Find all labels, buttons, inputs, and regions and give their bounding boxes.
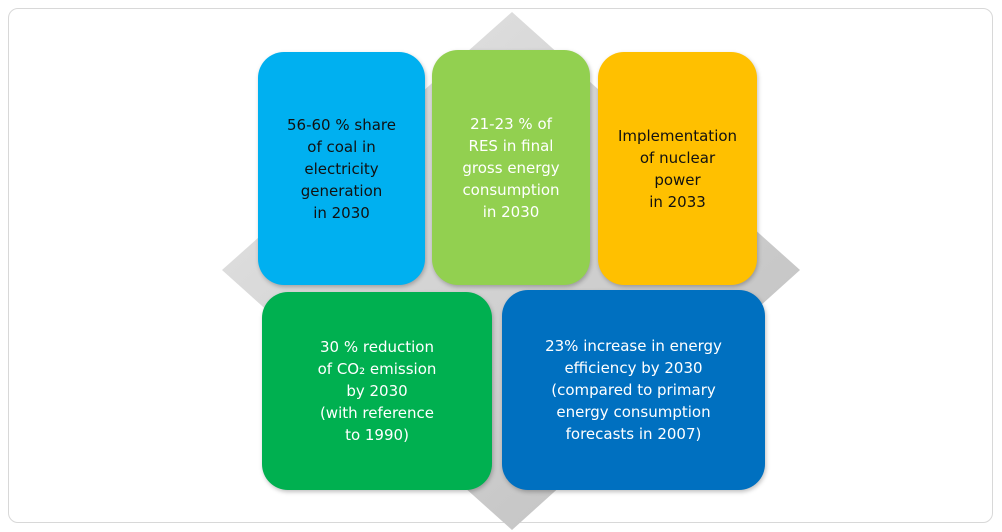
box-text-line: of coal in [307, 137, 376, 156]
box-text-line: of nuclear [639, 148, 716, 167]
box-text-line: 56-60 % share [287, 115, 396, 134]
box-text-line: electricity [304, 159, 379, 178]
frame [8, 8, 993, 523]
box-text-line: energy consumption [556, 403, 711, 421]
box-text-line: generation [300, 181, 383, 200]
target-box: 56-60 % share of coal in electricity genera… [258, 52, 425, 285]
box-text-line: 30 % reduction [320, 338, 434, 356]
box-text-line: in 2033 [649, 192, 706, 211]
box-text-line: (with reference [319, 404, 435, 422]
box-text-line: to 1990) [345, 426, 409, 444]
box-text-line: 21-23 % of [470, 114, 552, 133]
target-box: 23% increase in energy efficiency by 2030… [502, 290, 765, 490]
box-text-line: in 2030 [482, 202, 540, 221]
box-text-line: forecasts in 2007) [565, 425, 702, 443]
target-box: Implementation of nuclear power in 2033 [598, 52, 757, 285]
box-text-line: RES in final [468, 136, 554, 155]
box-text-line: (compared to primary [551, 381, 716, 399]
target-box: 30 % reduction of CO₂ emission by 2030 (wit… [262, 292, 492, 490]
box-text-line: power [654, 170, 701, 189]
target-box: 21-23 % of RES in final gross energy consum… [432, 50, 590, 285]
box-text-line: Implementation [617, 126, 738, 145]
box-text-line: 23% increase in energy [545, 337, 722, 355]
box-text-line: gross energy [462, 158, 560, 177]
box-text-line: efficiency by 2030 [564, 359, 703, 377]
box-text-line: in 2030 [313, 203, 370, 222]
box-text-line: by 2030 [346, 382, 408, 400]
box-text-line: of CO₂ emission [317, 360, 437, 378]
box-text-line: consumption [462, 180, 560, 199]
